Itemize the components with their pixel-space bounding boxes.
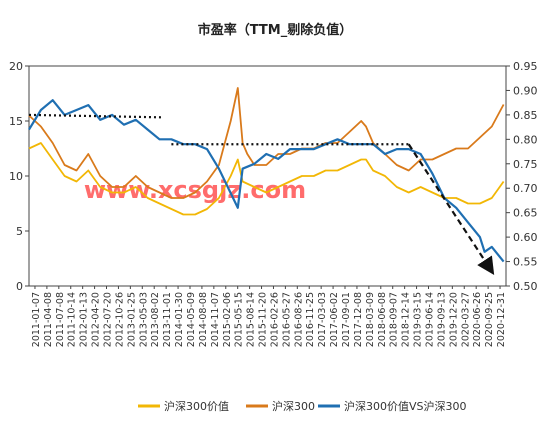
x-tick-label: 2015-02-06 xyxy=(222,292,233,347)
x-tick-label: 2016-02-26 xyxy=(269,292,280,347)
y-right-tick-label: 0.90 xyxy=(513,84,538,97)
x-tick-label: 2019-03-15 xyxy=(413,292,424,347)
legend-label-1: 沪深300价值 xyxy=(164,399,229,413)
legend-label-2: 沪深300 xyxy=(272,399,315,413)
x-tick-label: 2014-05-09 xyxy=(186,292,197,347)
y-right-tick-label: 0.95 xyxy=(513,60,538,73)
x-tick-label: 2015-08-14 xyxy=(246,292,257,347)
x-tick-label: 2014-08-08 xyxy=(198,292,209,347)
y-right-tick-label: 0.85 xyxy=(513,109,538,122)
y-right-tick-label: 0.55 xyxy=(513,256,538,269)
y-right-tick-label: 0.75 xyxy=(513,158,538,171)
x-tick-label: 2016-05-27 xyxy=(281,292,292,347)
x-tick-label: 2020-09-25 xyxy=(484,292,495,347)
x-tick-label: 2016-08-26 xyxy=(293,292,304,347)
x-tick-label: 2012-10-26 xyxy=(114,292,125,347)
x-tick-label: 2013-08-02 xyxy=(150,292,161,347)
x-tick-label: 2011-04-08 xyxy=(43,292,54,347)
x-tick-label: 2011-10-14 xyxy=(67,292,78,347)
y-right-tick-label: 0.65 xyxy=(513,207,538,220)
x-tick-label: 2014-11-07 xyxy=(210,292,221,347)
x-tick-label: 2020-06-26 xyxy=(472,292,483,347)
series-line-1 xyxy=(28,142,505,216)
y-left-tick-label: 5 xyxy=(16,225,23,238)
watermark-text: www.xcsgjz.com xyxy=(84,176,306,204)
x-tick-label: 2017-09-01 xyxy=(341,292,352,347)
x-tick-label: 2013-11-01 xyxy=(162,292,173,347)
x-tick-label: 2018-06-08 xyxy=(377,292,388,347)
x-tick-label: 2017-06-02 xyxy=(329,292,340,347)
dotted-trend-line-1 xyxy=(28,113,162,119)
x-tick-label: 2016-11-25 xyxy=(305,292,316,347)
y-right-tick-label: 0.70 xyxy=(513,182,538,195)
x-tick-label: 2013-05-03 xyxy=(138,292,149,347)
y-right-tick-label: 0.50 xyxy=(513,280,538,293)
x-tick-label: 2014-01-30 xyxy=(174,292,185,347)
x-tick-label: 2012-01-13 xyxy=(79,292,90,347)
x-tick-label: 2015-05-15 xyxy=(234,292,245,347)
x-tick-label: 2020-03-27 xyxy=(460,292,471,347)
series-line-2 xyxy=(28,87,505,199)
y-left-tick-label: 10 xyxy=(9,170,23,183)
x-tick-label: 2012-07-20 xyxy=(103,292,114,347)
x-tick-label: 2011-07-08 xyxy=(55,292,66,347)
x-tick-label: 2017-03-03 xyxy=(317,292,328,347)
y-left-tick-label: 0 xyxy=(16,280,23,293)
legend-label-3: 沪深300价值VS沪深300 xyxy=(344,399,467,413)
x-tick-label: 2019-09-13 xyxy=(436,292,447,347)
chart-title: 市盈率（TTM_剔除负值） xyxy=(198,22,352,38)
y-left-tick-label: 20 xyxy=(9,60,23,73)
y-right-tick-label: 0.60 xyxy=(513,231,538,244)
x-tick-label: 2018-12-14 xyxy=(401,292,412,347)
x-tick-label: 2015-11-20 xyxy=(258,292,269,347)
x-tick-label: 2017-12-08 xyxy=(353,292,364,347)
legend: 沪深300价值 沪深300 沪深300价值VS沪深300 xyxy=(138,399,467,413)
x-tick-label: 2012-04-20 xyxy=(91,292,102,347)
x-tick-label: 2011-01-07 xyxy=(31,292,42,347)
y-right-tick-label: 0.80 xyxy=(513,133,538,146)
plot-area: 0 5 10 15 20 0.50 0.55 0.60 0.65 0.70 0.75 0.80 0.85… xyxy=(9,60,538,347)
y-left-tick-label: 15 xyxy=(9,115,23,128)
series-line-3 xyxy=(28,99,505,263)
x-tick-label: 2018-09-07 xyxy=(389,292,400,347)
x-tick-label: 2013-01-25 xyxy=(126,292,137,347)
x-tick-label: 2019-12-20 xyxy=(448,292,459,347)
dashed-trend-arrow xyxy=(407,143,495,276)
x-tick-label: 2018-03-09 xyxy=(365,292,376,347)
x-tick-label: 2020-12-31 xyxy=(496,292,507,347)
x-tick-label: 2019-06-14 xyxy=(424,292,435,347)
